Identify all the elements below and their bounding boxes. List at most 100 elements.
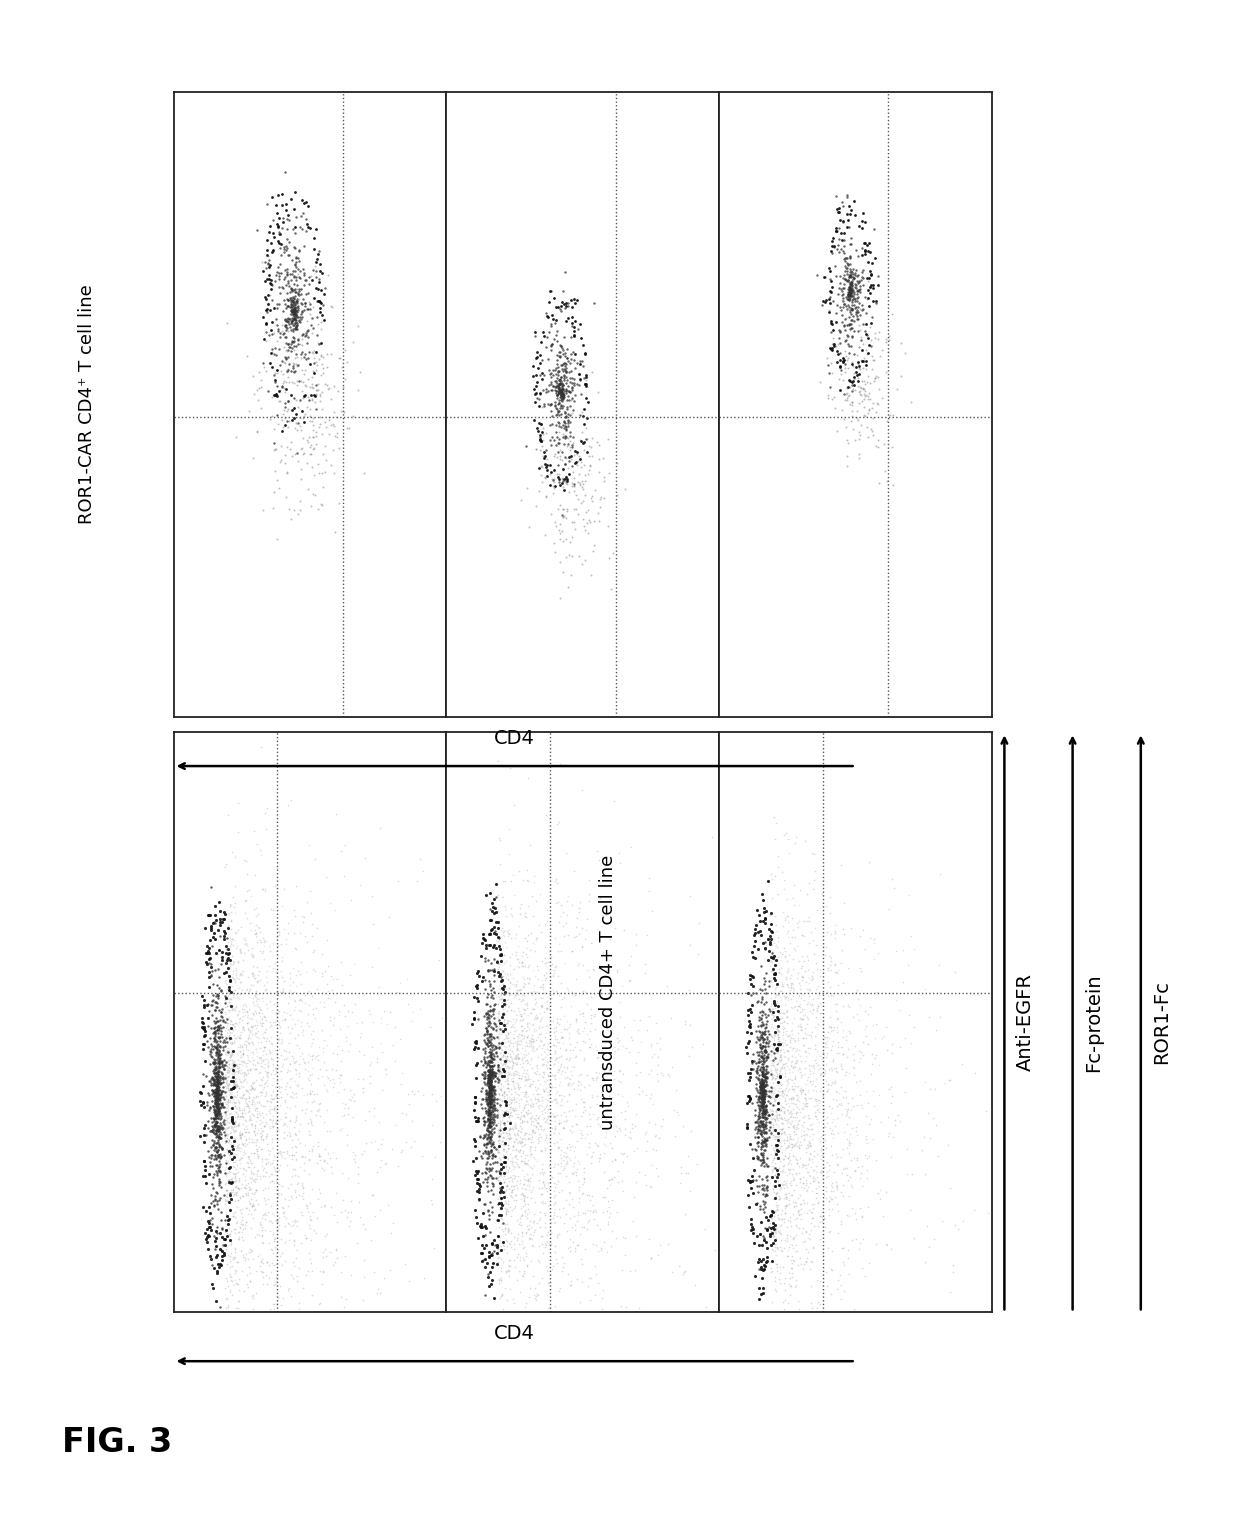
Point bbox=[262, 185, 281, 209]
Point bbox=[231, 1123, 250, 1148]
Point bbox=[794, 1177, 813, 1201]
Point bbox=[265, 1082, 285, 1106]
Point bbox=[470, 1215, 490, 1239]
Point bbox=[253, 877, 273, 902]
Point bbox=[217, 310, 237, 334]
Point bbox=[507, 1029, 527, 1053]
Point bbox=[482, 1108, 502, 1132]
Point bbox=[267, 296, 286, 320]
Point bbox=[553, 496, 573, 520]
Point bbox=[759, 974, 779, 998]
Point bbox=[215, 923, 234, 948]
Point bbox=[218, 1151, 238, 1175]
Point bbox=[808, 1053, 828, 1077]
Point bbox=[560, 435, 580, 459]
Point bbox=[531, 1190, 551, 1215]
Point bbox=[863, 276, 883, 301]
Point bbox=[216, 1025, 236, 1050]
Point bbox=[761, 1003, 781, 1027]
Point bbox=[279, 208, 299, 232]
Point bbox=[260, 214, 280, 238]
Point bbox=[754, 1131, 774, 1155]
Point bbox=[262, 288, 281, 313]
Point bbox=[878, 339, 898, 363]
Point bbox=[768, 1108, 787, 1132]
Point bbox=[749, 1148, 769, 1172]
Point bbox=[477, 1029, 497, 1053]
Point bbox=[257, 1148, 277, 1172]
Point bbox=[339, 1096, 358, 1120]
Point bbox=[600, 1131, 620, 1155]
Point bbox=[521, 1048, 541, 1073]
Point bbox=[827, 1106, 847, 1131]
Point bbox=[324, 400, 343, 424]
Point bbox=[479, 1070, 498, 1094]
Point bbox=[849, 357, 869, 382]
Point bbox=[284, 1048, 304, 1073]
Point bbox=[573, 1090, 593, 1114]
Point bbox=[763, 1025, 782, 1050]
Point bbox=[218, 1167, 238, 1192]
Point bbox=[491, 1109, 511, 1134]
Point bbox=[802, 996, 822, 1021]
Point bbox=[817, 920, 837, 945]
Point bbox=[853, 1030, 873, 1054]
Point bbox=[789, 1038, 808, 1062]
Point bbox=[782, 1233, 802, 1257]
Point bbox=[487, 1209, 507, 1233]
Point bbox=[497, 1047, 517, 1071]
Point bbox=[210, 1154, 229, 1178]
Point bbox=[755, 929, 775, 954]
Point bbox=[546, 1235, 565, 1259]
Point bbox=[791, 1064, 811, 1088]
Point bbox=[551, 1109, 570, 1134]
Point bbox=[794, 1256, 813, 1280]
Point bbox=[269, 1206, 289, 1230]
Point bbox=[484, 963, 503, 987]
Point bbox=[557, 403, 577, 427]
Point bbox=[833, 313, 853, 337]
Point bbox=[480, 1080, 500, 1105]
Point bbox=[274, 1000, 294, 1024]
Point bbox=[775, 984, 795, 1009]
Point bbox=[223, 951, 243, 975]
Point bbox=[641, 1035, 661, 1059]
Point bbox=[518, 923, 538, 948]
Point bbox=[544, 1051, 564, 1076]
Point bbox=[574, 430, 594, 455]
Point bbox=[835, 922, 854, 946]
Point bbox=[479, 1090, 498, 1114]
Point bbox=[546, 1183, 565, 1207]
Point bbox=[857, 1166, 877, 1190]
Point bbox=[557, 336, 577, 360]
Point bbox=[481, 1080, 501, 1105]
Point bbox=[837, 1126, 857, 1151]
Point bbox=[792, 967, 812, 992]
Point bbox=[785, 1091, 805, 1116]
Point bbox=[604, 789, 624, 813]
Point bbox=[254, 974, 274, 998]
Point bbox=[210, 1083, 229, 1108]
Point bbox=[764, 1180, 784, 1204]
Point bbox=[831, 1051, 851, 1076]
Point bbox=[791, 1082, 811, 1106]
Point bbox=[284, 308, 304, 333]
Point bbox=[770, 1270, 790, 1294]
Point bbox=[753, 1082, 773, 1106]
Point bbox=[208, 1009, 228, 1033]
Point bbox=[306, 397, 326, 421]
Point bbox=[529, 1250, 549, 1274]
Point bbox=[497, 1025, 517, 1050]
Point bbox=[559, 1071, 579, 1096]
Point bbox=[582, 1065, 601, 1090]
Point bbox=[274, 1126, 294, 1151]
Point bbox=[578, 462, 598, 487]
Point bbox=[285, 276, 305, 301]
Point bbox=[207, 1225, 227, 1250]
Point bbox=[565, 383, 585, 407]
Point bbox=[239, 1254, 259, 1279]
Point bbox=[553, 385, 573, 409]
Point bbox=[300, 397, 320, 421]
Point bbox=[534, 1025, 554, 1050]
Point bbox=[759, 996, 779, 1021]
